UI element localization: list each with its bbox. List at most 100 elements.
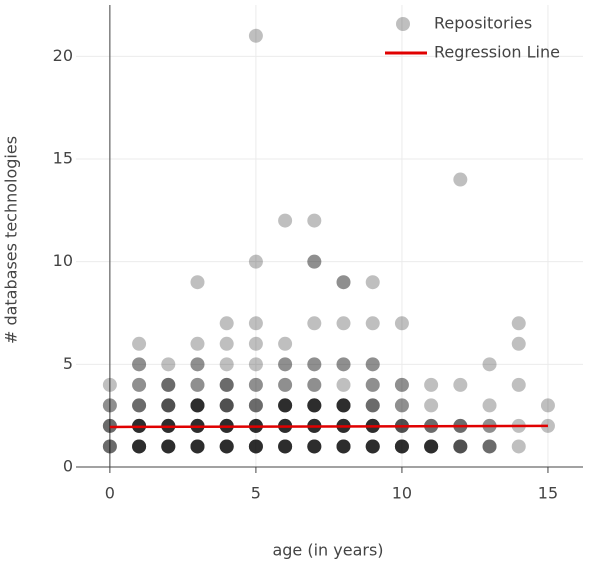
point [365, 439, 380, 454]
point [365, 377, 380, 392]
point [248, 439, 263, 454]
point [424, 439, 439, 454]
point [278, 398, 293, 413]
point [248, 398, 263, 413]
point [278, 398, 293, 413]
point [132, 377, 147, 392]
point [365, 398, 380, 413]
point [190, 398, 205, 413]
point [219, 439, 234, 454]
point [394, 439, 409, 454]
point [190, 398, 205, 413]
point [278, 213, 293, 228]
point [336, 398, 351, 413]
x-axis-title: age (in years) [272, 541, 383, 560]
point [161, 398, 176, 413]
point [219, 439, 234, 454]
point [511, 316, 526, 331]
point [219, 439, 234, 454]
point [132, 439, 147, 454]
point [307, 398, 322, 413]
point [278, 398, 293, 413]
point [365, 439, 380, 454]
y-axis-title: # databases technologies [2, 136, 21, 344]
point [219, 357, 234, 372]
point [161, 357, 176, 372]
point [190, 357, 205, 372]
point [132, 398, 147, 413]
point [219, 398, 234, 413]
point [540, 398, 555, 413]
point [307, 377, 322, 392]
point [132, 336, 147, 351]
point [278, 336, 293, 351]
point [424, 439, 439, 454]
point [307, 377, 322, 392]
regression-line [109, 424, 548, 429]
point [248, 316, 263, 331]
point [278, 439, 293, 454]
point [248, 439, 263, 454]
y-tick-label: 0 [63, 457, 73, 476]
y-tick-label: 15 [53, 149, 73, 168]
point [424, 439, 439, 454]
point [278, 439, 293, 454]
point [307, 398, 322, 413]
point [336, 398, 351, 413]
point [248, 439, 263, 454]
point [161, 398, 176, 413]
point [336, 316, 351, 331]
point [424, 439, 439, 454]
point [336, 439, 351, 454]
point [248, 336, 263, 351]
point [102, 439, 117, 454]
point [132, 439, 147, 454]
point [190, 377, 205, 392]
point [248, 28, 263, 43]
point [336, 439, 351, 454]
point [278, 398, 293, 413]
point [190, 398, 205, 413]
point [307, 398, 322, 413]
point [394, 439, 409, 454]
x-tick-label: 0 [105, 484, 115, 503]
point [132, 398, 147, 413]
point [307, 357, 322, 372]
point [482, 357, 497, 372]
point [190, 439, 205, 454]
point [394, 377, 409, 392]
point [190, 439, 205, 454]
point [102, 439, 117, 454]
point [336, 439, 351, 454]
point [161, 398, 176, 413]
point [161, 439, 176, 454]
point [248, 439, 263, 454]
point [161, 439, 176, 454]
point [394, 439, 409, 454]
point [307, 316, 322, 331]
point [161, 439, 176, 454]
point [219, 439, 234, 454]
point [278, 439, 293, 454]
point [336, 357, 351, 372]
point [453, 439, 468, 454]
point [278, 439, 293, 454]
point [307, 398, 322, 413]
point [248, 398, 263, 413]
point [365, 439, 380, 454]
point [190, 275, 205, 290]
point [453, 439, 468, 454]
point [511, 336, 526, 351]
point [365, 316, 380, 331]
x-tick-label: 15 [538, 484, 558, 503]
point [132, 398, 147, 413]
point [394, 398, 409, 413]
x-tick-label: 5 [251, 484, 261, 503]
point [278, 377, 293, 392]
point [394, 439, 409, 454]
point [424, 439, 439, 454]
point [307, 439, 322, 454]
point [307, 357, 322, 372]
point [278, 357, 293, 372]
point [248, 377, 263, 392]
